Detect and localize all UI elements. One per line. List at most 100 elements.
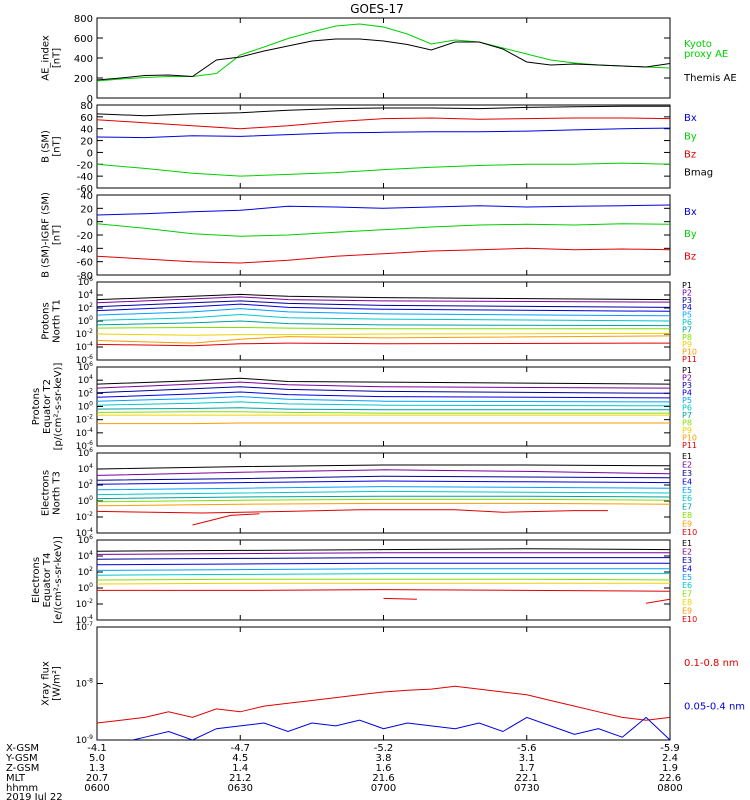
- series-kyoto-proxy-ae-line: [97, 23, 670, 82]
- y-tick-label: -80: [77, 271, 93, 282]
- x-row-label: 2019 Jul 22: [6, 792, 63, 800]
- x-tick-value: 3.8: [376, 753, 392, 764]
- y-axis-label: [nT]: [52, 225, 63, 245]
- legend-label: P4: [682, 303, 692, 312]
- legend-label: P4: [682, 389, 692, 398]
- x-tick-value: 0730: [514, 783, 539, 794]
- y-tick-label: 102: [78, 387, 93, 399]
- series-p3-line: [97, 300, 670, 308]
- x-row-label: X-GSM: [6, 743, 39, 754]
- y-axis-label: Electrons: [31, 557, 42, 603]
- x-row-label: hhmm: [6, 783, 38, 794]
- series-bz-line: [97, 117, 670, 130]
- x-tick-value: -4.1: [87, 743, 107, 754]
- y-axis-label: B (SM): [41, 130, 52, 163]
- legend-label: P11: [682, 355, 697, 364]
- legend-label: E1: [682, 539, 692, 548]
- legend-label: P6: [682, 318, 692, 327]
- series-segment-line: [383, 597, 417, 600]
- y-tick-label: 10-4: [76, 427, 94, 439]
- series-0-05-0-4-nm-line: [97, 716, 670, 740]
- series-bz-line: [97, 247, 670, 264]
- plot-area: [97, 548, 670, 604]
- legend-label: P2: [682, 288, 692, 297]
- series-p6-line: [97, 313, 670, 322]
- legend-label: Bz: [684, 149, 696, 160]
- x-tick-value: -4.7: [230, 743, 250, 754]
- y-tick-label: 10-4: [76, 614, 94, 626]
- series-e1-line: [97, 464, 670, 470]
- y-tick-label: 10-2: [76, 511, 94, 523]
- y-tick-label: 10-4: [76, 527, 94, 539]
- x-tick-value: 22.1: [516, 773, 538, 784]
- y-tick-label: 104: [78, 289, 93, 301]
- x-tick-value: 3.1: [519, 753, 535, 764]
- x-tick-value: 20.7: [86, 773, 108, 784]
- series-by-line: [97, 162, 670, 177]
- series-p2-line: [97, 381, 670, 389]
- y-tick-label: 20: [80, 137, 93, 148]
- series-p1-line: [97, 377, 670, 385]
- y-tick-label: 60: [80, 113, 93, 124]
- legend-label: E7: [682, 503, 692, 512]
- y-tick-label: -60: [77, 184, 93, 195]
- plot-area: [97, 377, 670, 425]
- y-tick-label: 102: [78, 566, 93, 578]
- series-e4-line: [97, 480, 670, 485]
- y-tick-label: 100: [78, 495, 93, 507]
- y-axis-label: North T1: [52, 299, 63, 343]
- series-e5-line: [97, 486, 670, 491]
- legend-label: E1: [682, 452, 692, 461]
- legend-label: P6: [682, 404, 692, 413]
- y-tick-label: 20: [80, 204, 93, 215]
- series-segment-line: [192, 513, 260, 526]
- series-p6-line: [97, 401, 670, 407]
- panel-frame: [96, 17, 671, 99]
- legend-label: By: [684, 131, 697, 142]
- legend-label: 0.05-0.4 nm: [684, 702, 745, 713]
- series-e9-line: [97, 589, 670, 592]
- panel-ee: 10-4 10-2 100 102 104 106 Electrons Equator T4[…: [31, 534, 697, 626]
- y-tick-label: 100: [78, 582, 93, 594]
- panel-frame: [96, 281, 671, 361]
- x-tick-value: 5.0: [89, 753, 105, 764]
- panel-xray: 10-9 10-8 10-7 Xray flux [W/m²] 0.1-0.8 nm 0.0…: [41, 621, 746, 746]
- y-tick-label: 40: [80, 125, 93, 136]
- y-tick-label: 10-2: [76, 414, 94, 426]
- series-e1-line: [97, 548, 670, 552]
- series-p5-line: [97, 308, 670, 317]
- x-row-label: Y-GSM: [5, 753, 38, 764]
- y-tick-label: 200: [74, 74, 93, 85]
- x-tick-value: 0630: [228, 783, 253, 794]
- legend-label: P9: [682, 426, 692, 435]
- series-e7-line: [97, 578, 670, 581]
- y-tick-label: 104: [78, 550, 93, 562]
- legend-label: 0.1-0.8 nm: [684, 658, 739, 669]
- plot-area: [97, 464, 670, 526]
- y-axis-label: Equator T4: [42, 553, 53, 608]
- panel-frame: [96, 104, 671, 189]
- series-bx-line: [97, 127, 670, 139]
- y-tick-label: 104: [78, 374, 93, 386]
- legend-label: E9: [682, 520, 692, 529]
- y-tick-label: 800: [74, 14, 93, 25]
- legend-label: E10: [682, 528, 697, 537]
- series-p10-line: [97, 335, 670, 344]
- legend-label: Bx: [684, 113, 697, 124]
- y-tick-label: 106: [78, 361, 93, 373]
- y-tick-label: 10-2: [76, 328, 94, 340]
- legend-label: P7: [682, 411, 692, 420]
- legend-label: E7: [682, 590, 692, 599]
- series-e6-line: [97, 490, 670, 496]
- legend-label: E10: [682, 615, 697, 624]
- plot-area: [97, 293, 670, 347]
- legend-label: E3: [682, 469, 692, 478]
- series-p7-line: [97, 320, 670, 327]
- legend-label: P5: [682, 396, 692, 405]
- x-tick-value: 1.7: [519, 763, 535, 774]
- y-axis-label: Equator T2: [42, 379, 53, 434]
- plot-area: [97, 685, 670, 740]
